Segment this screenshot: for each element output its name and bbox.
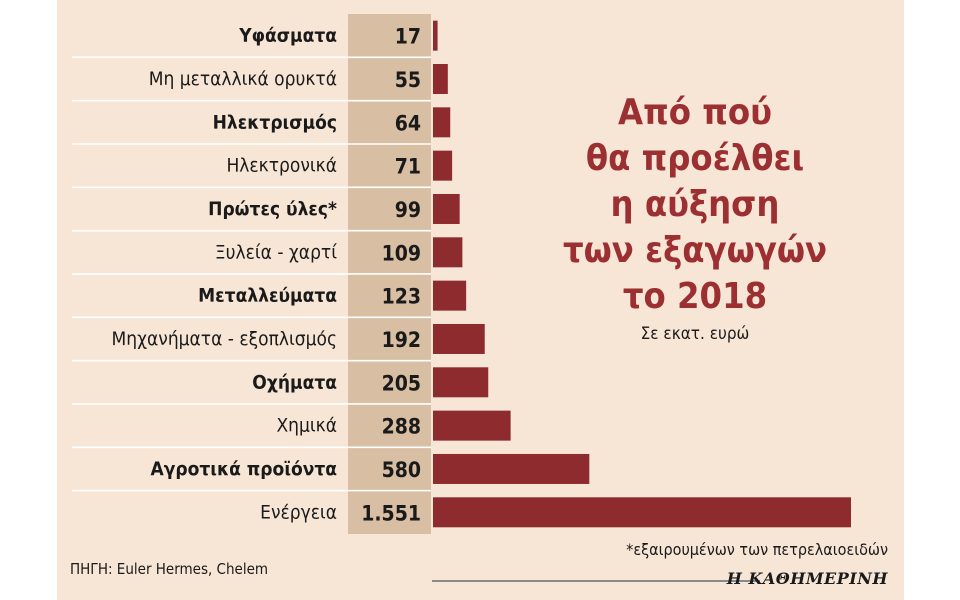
value-label: 288 <box>382 415 421 439</box>
chart-subtitle: Σε εκατ. ευρώ <box>640 324 750 344</box>
category-label: Ηλεκτρονικά <box>226 155 337 177</box>
category-label: Ξυλεία - χαρτί <box>215 241 337 263</box>
category-label: Πρώτες ύλες* <box>208 198 337 220</box>
value-label: 580 <box>382 458 421 482</box>
value-label: 55 <box>395 68 421 92</box>
bar <box>433 453 590 484</box>
category-label: Μεταλλεύματα <box>198 285 337 307</box>
bar <box>433 20 438 51</box>
value-label: 99 <box>395 198 421 222</box>
chart-title: Από πού θα προέλθει η αύξηση των εξαγωγώ… <box>562 92 828 317</box>
brand-logo: Η ΚΑΘΗΜΕΡΙΝΗ <box>726 569 888 588</box>
category-label: Ηλεκτρισμός <box>213 111 337 133</box>
value-label: 17 <box>395 25 421 49</box>
value-label: 192 <box>382 328 421 352</box>
value-label: 1.551 <box>361 501 421 525</box>
bar <box>433 497 851 528</box>
bar <box>433 193 460 224</box>
value-label: 123 <box>382 285 421 309</box>
bar <box>433 323 485 354</box>
bar <box>433 280 467 311</box>
bar <box>433 107 451 138</box>
category-label: Υφάσματα <box>238 25 337 47</box>
category-label: Οχήματα <box>252 371 337 393</box>
category-label: Χημικά <box>276 415 337 437</box>
category-label: Ενέργεια <box>260 501 337 523</box>
category-label: Αγροτικά προϊόντα <box>151 458 338 480</box>
value-label: 64 <box>395 111 421 135</box>
value-label: 71 <box>395 155 421 179</box>
bar <box>433 63 448 94</box>
category-label: Μη μεταλλικά ορυκτά <box>149 68 337 90</box>
bar <box>433 237 463 268</box>
value-label: 205 <box>382 371 421 395</box>
bar <box>433 410 511 441</box>
footnote: *εξαιρουμένων των πετρελαιοειδών <box>626 540 888 559</box>
bar <box>433 150 453 181</box>
value-label: 109 <box>382 241 421 265</box>
brand-divider <box>432 580 760 582</box>
source-note: ΠΗΓΗ: Euler Hermes, Chelem <box>70 560 269 578</box>
bar <box>433 367 489 398</box>
category-label: Μηχανήματα - εξοπλισμός <box>112 328 337 350</box>
